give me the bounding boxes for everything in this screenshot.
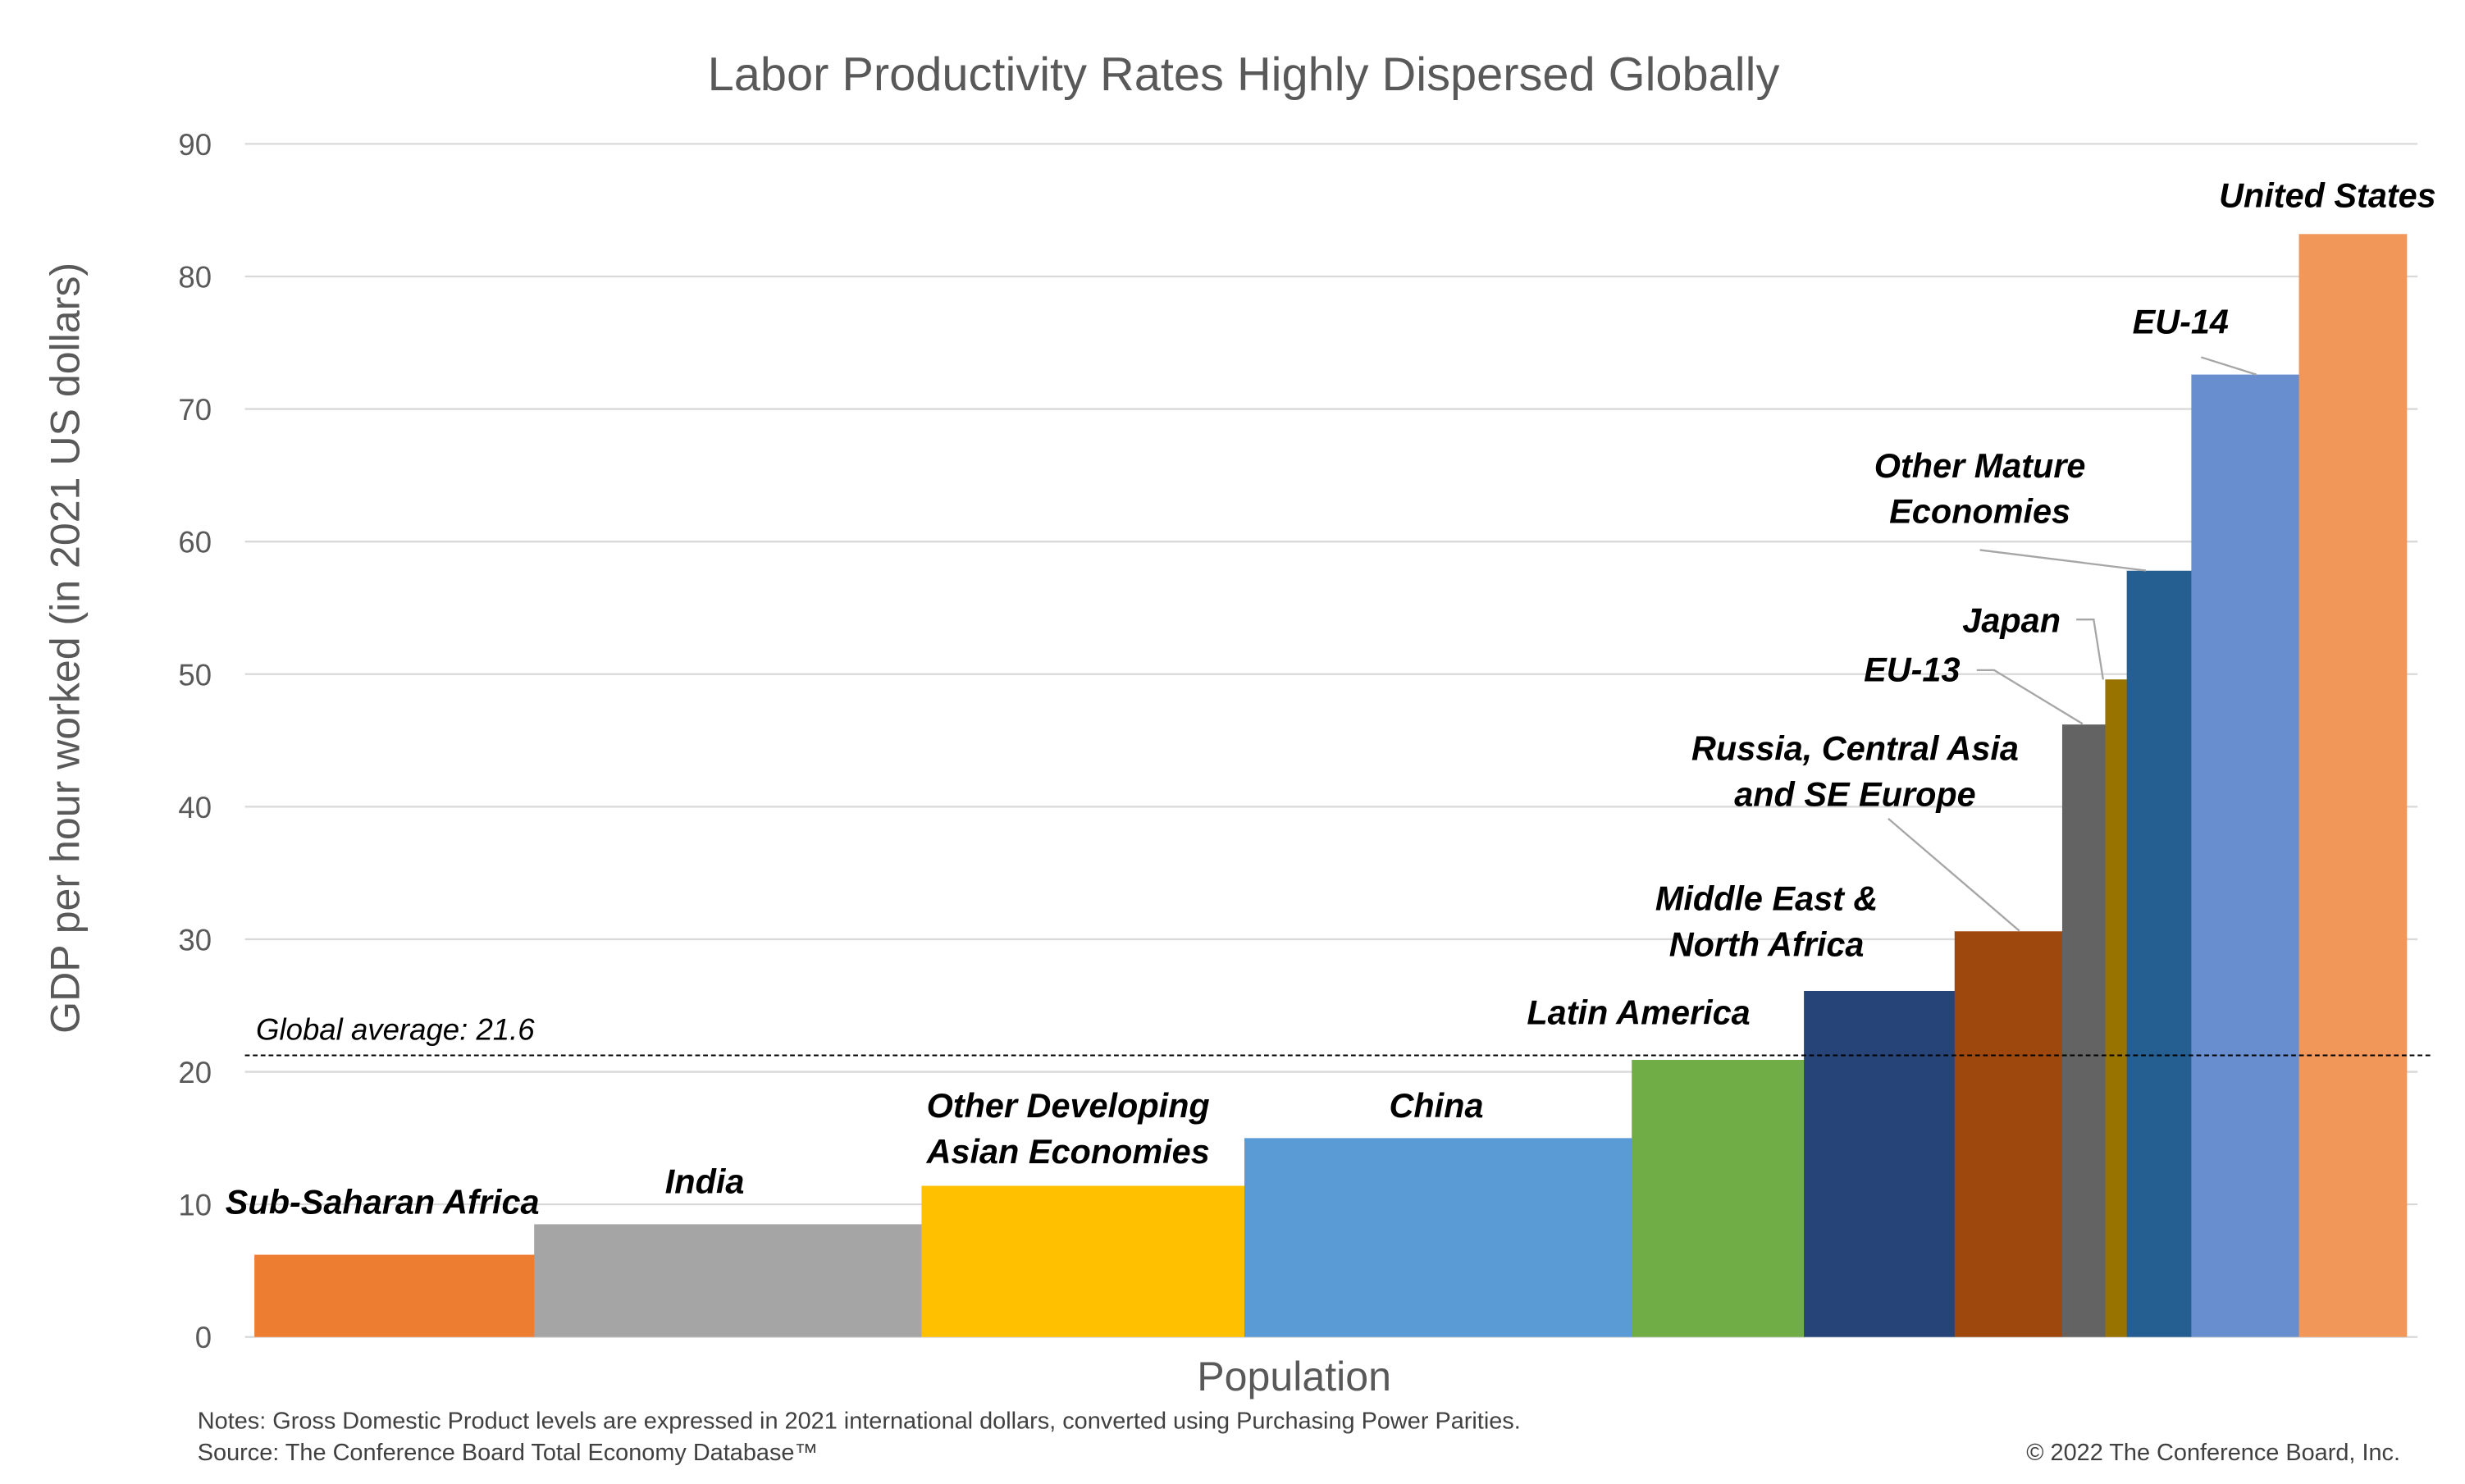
bar-label: Asian Economies — [926, 1133, 1210, 1171]
y-tick-label: 80 — [178, 260, 212, 294]
y-axis-ticks: 0 10 20 30 40 50 60 70 80 90 — [178, 128, 212, 1354]
bar-label: Latin America — [1527, 993, 1750, 1031]
bar-label: United States — [2219, 176, 2436, 214]
y-tick-label: 40 — [178, 791, 212, 824]
y-tick-label: 70 — [178, 393, 212, 427]
gridlines — [244, 143, 2418, 1338]
bar-label: Sub-Saharan Africa — [226, 1183, 540, 1221]
bar-label: China — [1389, 1087, 1483, 1125]
leader-line — [1979, 549, 2147, 572]
bar-latin-america — [1632, 1060, 1805, 1337]
bar-united-states — [2298, 234, 2408, 1337]
chart-title: Labor Productivity Rates Highly Disperse… — [708, 48, 1780, 101]
bar-label: Other Mature — [1874, 447, 2086, 485]
bar-label: and SE Europe — [1734, 776, 1976, 814]
bar-china — [1244, 1138, 1632, 1337]
y-tick-label: 90 — [178, 128, 212, 162]
bar-label: Russia, Central Asia — [1691, 730, 2019, 768]
bar-middle-east-north-africa — [1804, 990, 1956, 1337]
bar-sub-saharan-africa — [254, 1254, 535, 1337]
notes-text: Notes: Gross Domestic Product levels are… — [198, 1408, 1521, 1434]
bar-label: EU-13 — [1864, 651, 1960, 688]
leader-line — [2200, 356, 2257, 376]
bar-label: Economies — [1889, 493, 2070, 531]
copyright-text: © 2022 The Conference Board, Inc. — [2026, 1440, 2400, 1466]
source-text: Source: The Conference Board Total Econo… — [198, 1440, 819, 1466]
bar-labels: Sub-Saharan Africa India Other Developing A… — [226, 176, 2436, 1221]
bar-india — [534, 1224, 923, 1337]
bar-label: Middle East & — [1655, 880, 1878, 918]
leader-line — [1976, 669, 2084, 725]
y-tick-label: 10 — [178, 1189, 212, 1222]
y-tick-label: 60 — [178, 526, 212, 559]
y-tick-label: 20 — [178, 1056, 212, 1089]
bar-label: North Africa — [1669, 926, 1865, 964]
x-axis-label: Population — [1197, 1354, 1391, 1400]
leader-line — [1888, 818, 2020, 932]
bar-other-mature-economies — [2126, 570, 2192, 1337]
y-tick-label: 0 — [195, 1321, 212, 1354]
y-axis-label: GDP per hour worked (in 2021 US dollars) — [42, 263, 88, 1034]
y-tick-label: 50 — [178, 658, 212, 692]
bar-label: Other Developing — [927, 1087, 1210, 1125]
bar-label: India — [665, 1162, 745, 1200]
global-average-label: Global average: 21.6 — [256, 1013, 535, 1047]
bar-eu-14 — [2191, 374, 2300, 1337]
leader-lines — [1888, 356, 2257, 932]
bar-eu-13 — [2061, 724, 2107, 1337]
bar-other-developing-asian-economies — [921, 1185, 1245, 1337]
y-tick-label: 30 — [178, 923, 212, 957]
bar-russia-central-asia-and-se-europe — [1954, 931, 2063, 1337]
bar-label: Japan — [1962, 602, 2061, 640]
leader-line — [2076, 619, 2105, 680]
bar-label: EU-14 — [2133, 304, 2229, 341]
bar-japan — [2105, 679, 2128, 1337]
bars — [254, 234, 2408, 1337]
